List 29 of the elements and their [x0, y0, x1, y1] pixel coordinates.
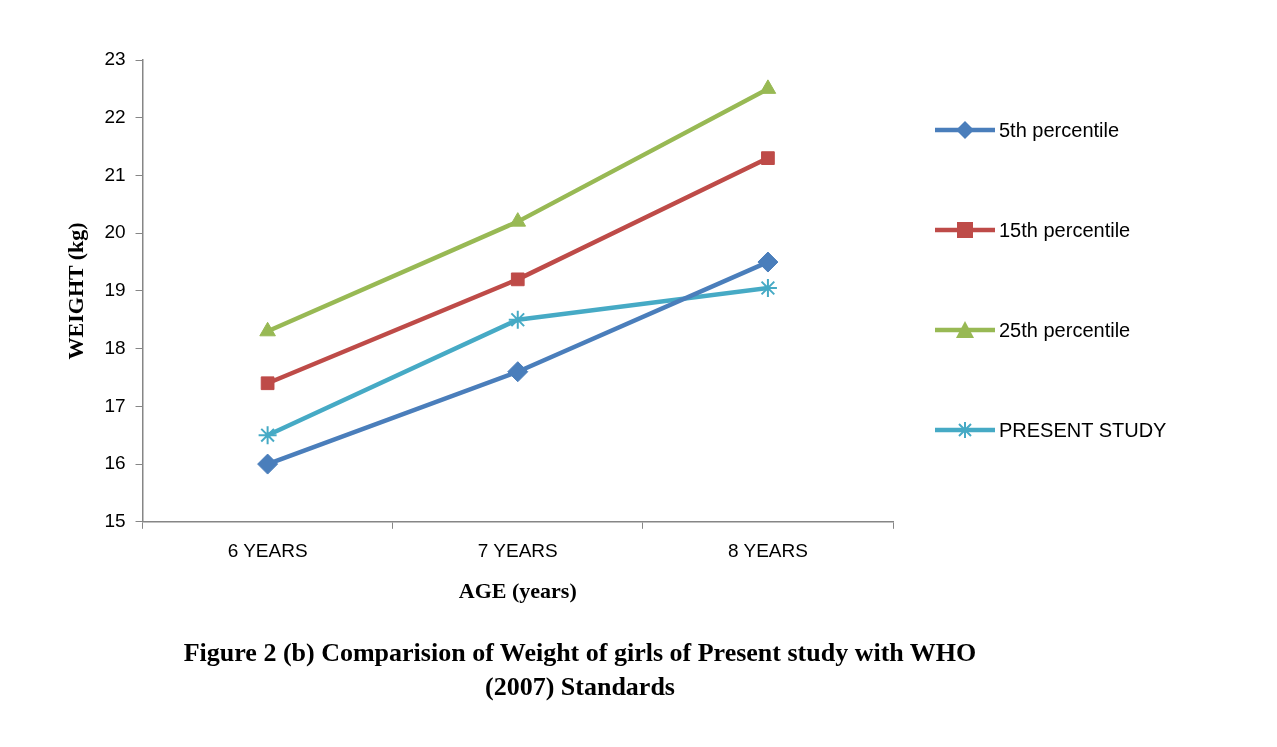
y-tick-label: 22: [104, 105, 126, 127]
y-tick-label: 17: [104, 394, 126, 416]
y-tick-label: 19: [104, 279, 126, 301]
y-axis-title: WEIGHT (kg): [62, 222, 88, 360]
point: [257, 425, 278, 446]
x-tick-label: 8 YEARS: [727, 540, 808, 562]
y-tick-label: 20: [104, 221, 126, 243]
point: [507, 361, 529, 383]
point: [757, 251, 779, 273]
y-tick-label: 23: [104, 48, 126, 70]
y-tick-label: 18: [104, 336, 126, 358]
point: [507, 309, 528, 330]
legend-label: PRESENT STUDY: [999, 418, 1167, 442]
point: [260, 376, 275, 391]
y-tick-label: 15: [104, 510, 126, 532]
point: [761, 151, 775, 165]
point: [759, 79, 777, 94]
legend-label: 15th percentile: [999, 218, 1131, 242]
legend-label: 25th percentile: [999, 318, 1131, 342]
text: Figure 2 (b) Comparision of Weight of girls of Present study with WHO (2007) Standards: [182, 637, 978, 703]
point: [509, 212, 527, 227]
point: [510, 272, 525, 287]
point: [257, 453, 279, 475]
y-tick-label: 21: [104, 163, 126, 185]
y-tick-label: 16: [104, 452, 126, 474]
legend-label: 5th percentile: [999, 118, 1120, 142]
x-tick-label: 7 YEARS: [477, 540, 558, 562]
x-tick-label: 6 YEARS: [227, 540, 308, 562]
x-axis-title: AGE (years): [458, 578, 577, 604]
